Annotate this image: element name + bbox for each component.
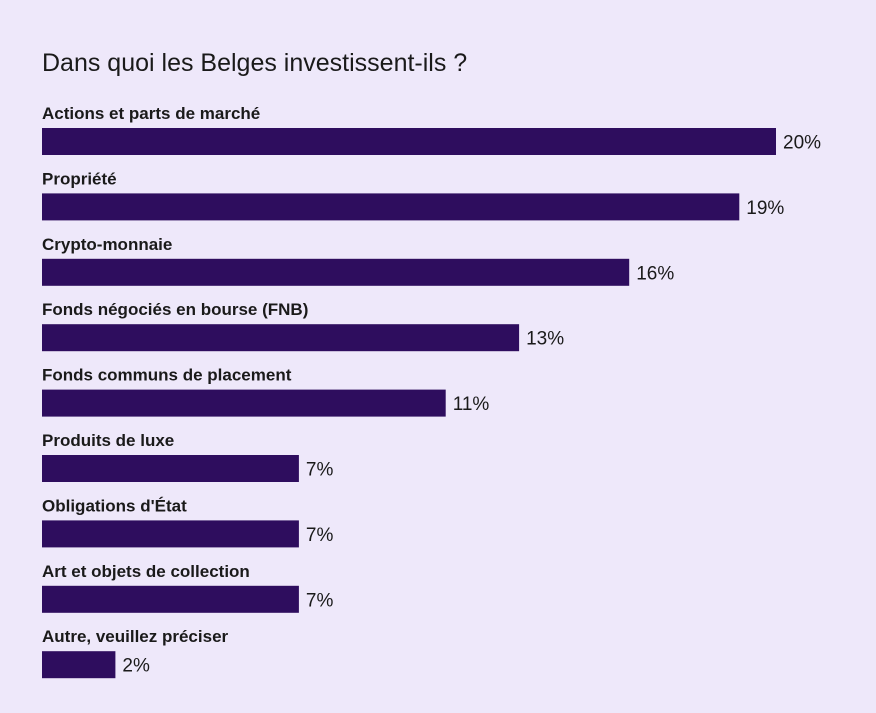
value-label: 19% — [746, 198, 784, 219]
bar — [42, 651, 116, 679]
bar — [42, 585, 299, 613]
value-label: 7% — [306, 460, 334, 481]
value-label: 2% — [122, 656, 150, 677]
bar — [42, 193, 740, 221]
bar-group: Actions et parts de marché 20% Propriété 19… — [42, 104, 821, 679]
bar — [42, 389, 446, 417]
category-label: Art et objets de collection — [42, 562, 250, 581]
bar — [42, 520, 299, 548]
category-label: Actions et parts de marché — [42, 104, 260, 123]
value-label: 16% — [636, 263, 674, 284]
bar — [42, 455, 299, 482]
category-label: Propriété — [42, 169, 117, 188]
bar — [42, 258, 630, 286]
category-label: Fonds communs de placement — [42, 366, 292, 385]
category-label: Fonds négociés en bourse (FNB) — [42, 300, 308, 319]
value-label: 11% — [453, 394, 490, 415]
value-label: 20% — [783, 133, 821, 154]
category-label: Produits de luxe — [42, 431, 174, 450]
category-label: Crypto-monnaie — [42, 235, 172, 254]
category-label: Autre, veuillez préciser — [42, 627, 229, 646]
category-label: Obligations d'État — [42, 496, 187, 515]
value-label: 7% — [306, 525, 334, 546]
value-label: 7% — [306, 590, 334, 611]
chart-title: Dans quoi les Belges investissent-ils ? — [42, 49, 467, 77]
bar — [42, 128, 776, 155]
bar — [42, 324, 520, 352]
value-label: 13% — [526, 329, 564, 350]
